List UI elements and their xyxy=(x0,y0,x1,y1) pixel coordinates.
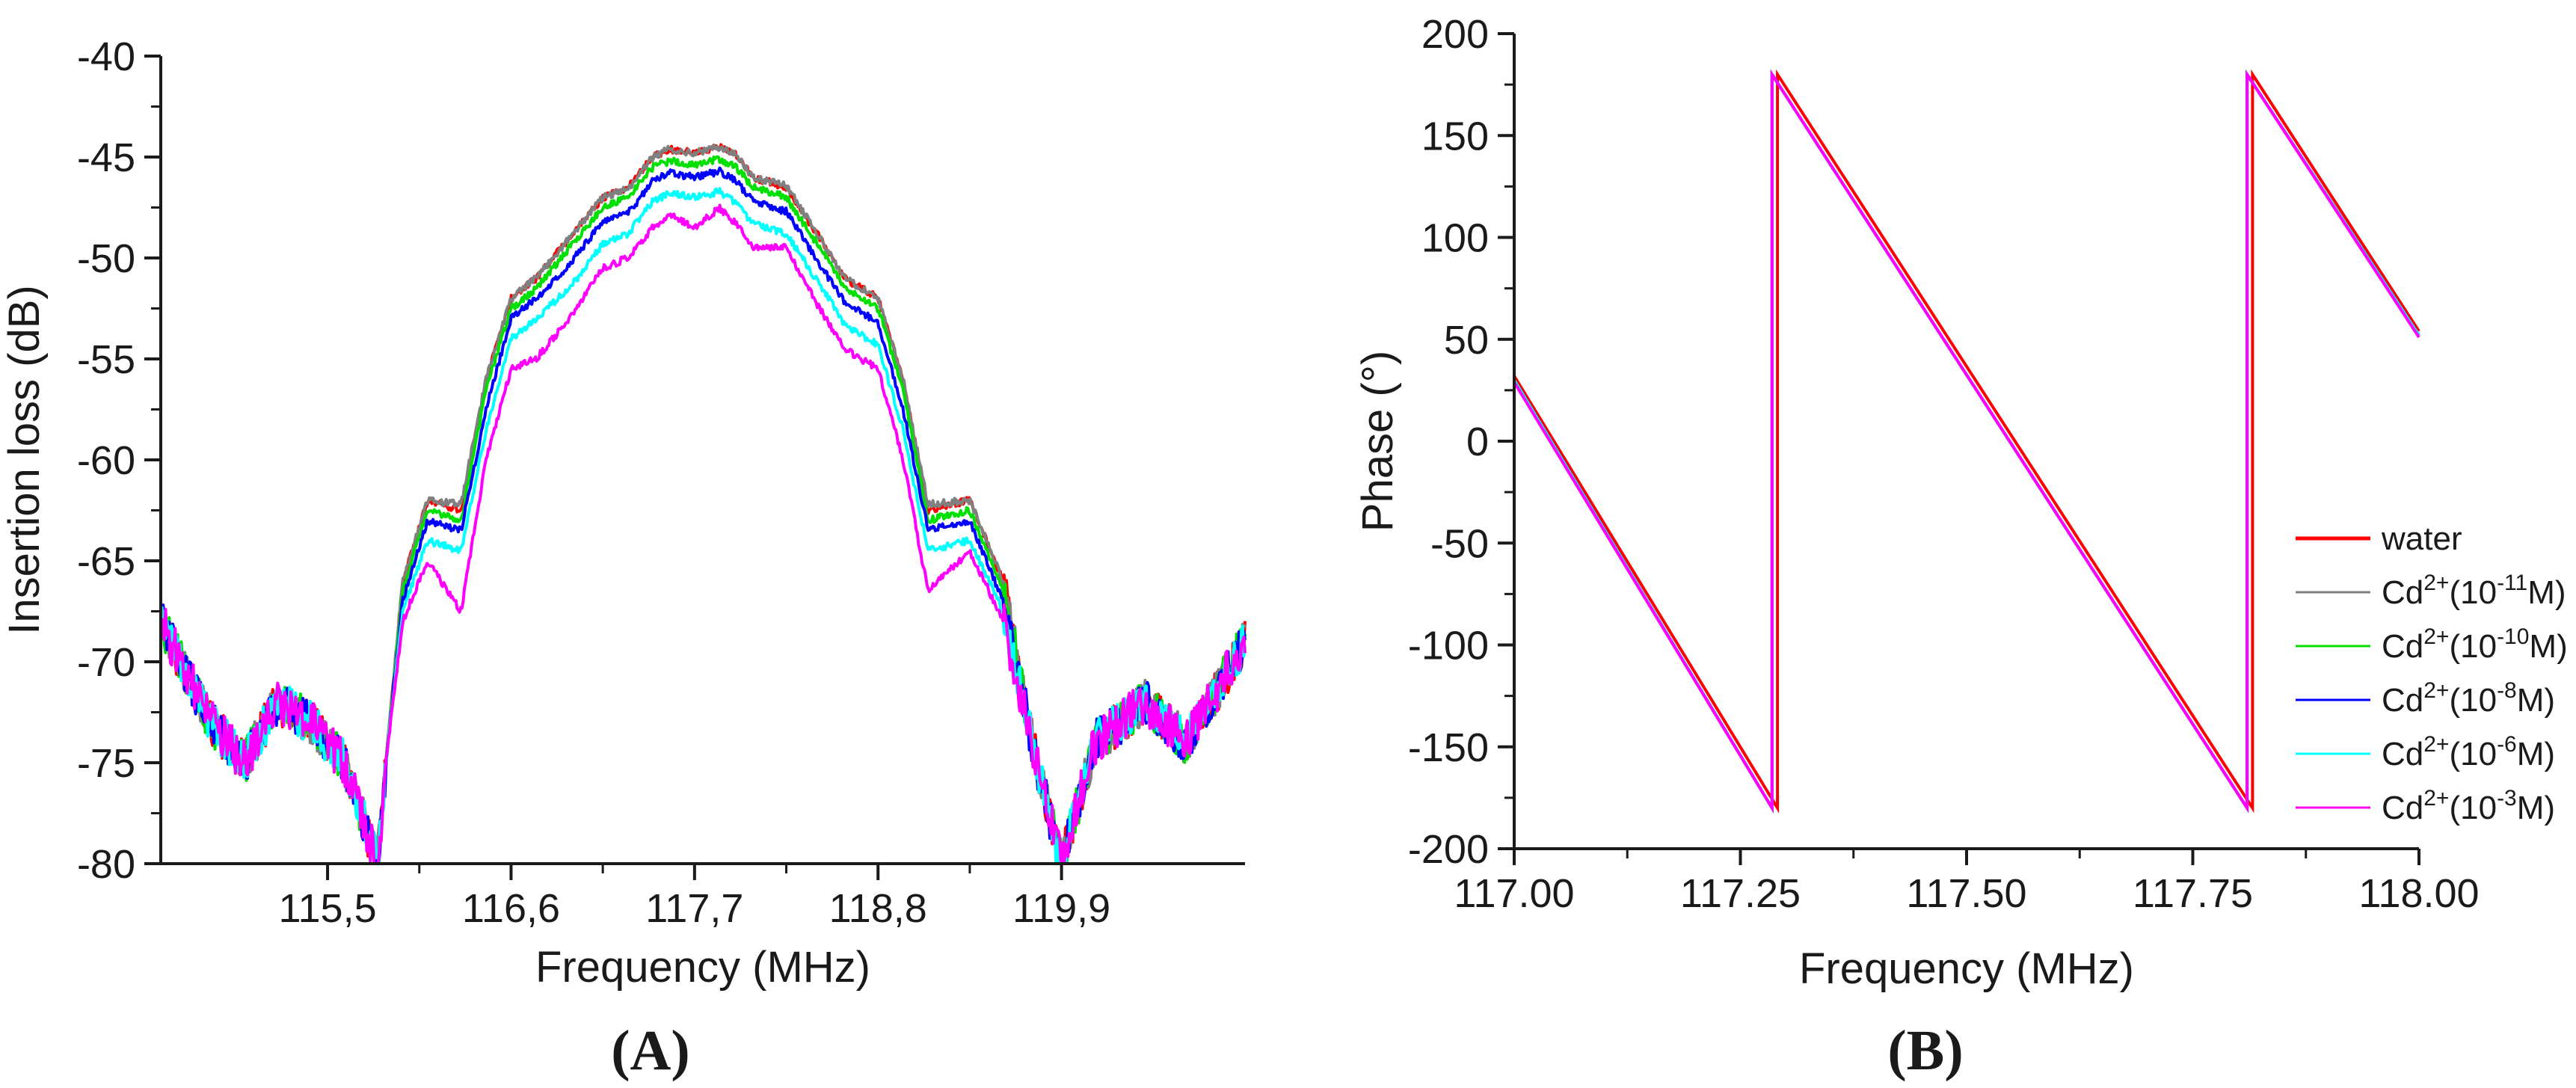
panel-b-series-line xyxy=(1513,69,2420,814)
panel-b-y-tick-label: -100 xyxy=(1408,624,1489,669)
legend-base-text: Cd xyxy=(2382,736,2423,772)
panel-b-y-tick-label: 50 xyxy=(1444,318,1489,363)
panel-a-x-tick-label: 116,6 xyxy=(462,886,560,931)
legend-entry-label: Cd2+(10-3M) xyxy=(2382,786,2555,826)
legend-entry-label: Cd2+(10-8M) xyxy=(2382,678,2555,719)
panel-b-y-tick-label: -200 xyxy=(1408,827,1489,872)
legend-unit-text: M) xyxy=(2517,790,2555,826)
panel-a-label: (A) xyxy=(611,1019,690,1082)
panel-b-y-tick-label: 100 xyxy=(1421,216,1489,261)
panel-a-series-line xyxy=(159,187,1246,865)
panel-b-x-axis-title: Frequency (MHz) xyxy=(1799,944,2134,993)
legend-entry-label: water xyxy=(2381,520,2462,557)
legend-charge-superscript: 2+ xyxy=(2423,624,2449,649)
legend-exponent-superscript: -10 xyxy=(2497,624,2529,649)
panel-a-y-tick-label: -55 xyxy=(77,337,135,382)
panel-b-y-axis-title: Phase (°) xyxy=(1353,351,1402,532)
panel-a-y-tick-label: -70 xyxy=(77,640,135,685)
legend-base-text: water xyxy=(2381,520,2462,557)
panel-b-legend: waterCd2+(10-11M)Cd2+(10-10M)Cd2+(10-8M)… xyxy=(2296,520,2568,826)
panel-a-y-tick-label: -75 xyxy=(77,741,135,786)
panel-a-y-axis-title: Insertion loss (dB) xyxy=(0,285,49,634)
legend-base-text: Cd xyxy=(2382,628,2423,665)
legend-concentration-base: (10 xyxy=(2449,736,2497,772)
panel-a-insertion-loss-chart: 115,5 116,6 117,7 118,8 119,9 -40 -45 -50 -55 -60… xyxy=(0,34,1246,1082)
panel-b-phase-chart: 117.00 117.25 117.50 117.75 118.00 200 150 100 5… xyxy=(1353,12,2568,1082)
panel-b-y-tick-label: -150 xyxy=(1408,725,1489,770)
legend-exponent-superscript: -8 xyxy=(2497,678,2517,703)
panel-b-x-tick-label: 117.75 xyxy=(2133,871,2253,916)
panel-b-series-line xyxy=(1513,69,2420,814)
legend-exponent-superscript: -3 xyxy=(2497,786,2517,811)
panel-a-x-tick-label: 115,5 xyxy=(279,886,377,931)
panel-b-series-group xyxy=(1513,69,2420,814)
panel-b-x-tick-label: 117.50 xyxy=(1906,871,2026,916)
panel-b-y-tick-label: 0 xyxy=(1466,419,1489,464)
panel-b-series-line xyxy=(1513,69,2420,814)
panel-b-label: (B) xyxy=(1887,1019,1963,1082)
panel-a-x-tick-label: 118,8 xyxy=(829,886,927,931)
legend-unit-text: M) xyxy=(2529,628,2567,665)
legend-base-text: Cd xyxy=(2382,682,2423,719)
panel-b-series-line xyxy=(1513,69,2420,814)
legend-unit-text: M) xyxy=(2527,574,2566,611)
panel-a-y-tick-label: -65 xyxy=(77,539,135,584)
panel-a-x-tick-label: 119,9 xyxy=(1012,886,1110,931)
panel-b-axes: 117.00 117.25 117.50 117.75 118.00 200 150 100 5… xyxy=(1408,12,2480,916)
panel-b-y-tick-label: 200 xyxy=(1421,12,1489,57)
legend-charge-superscript: 2+ xyxy=(2423,678,2449,703)
legend-exponent-superscript: -11 xyxy=(2497,571,2527,595)
panel-b-x-tick-label: 118.00 xyxy=(2358,871,2479,916)
panel-a-x-tick-label: 117,7 xyxy=(645,886,743,931)
legend-charge-superscript: 2+ xyxy=(2423,571,2449,595)
panel-b-series-line xyxy=(1513,69,2420,814)
legend-entry-label: Cd2+(10-11M) xyxy=(2382,571,2566,611)
legend-entry-label: Cd2+(10-6M) xyxy=(2382,732,2555,772)
panel-a-y-tick-label: -40 xyxy=(77,34,135,79)
legend-exponent-superscript: -6 xyxy=(2497,732,2517,757)
panel-b-x-tick-label: 117.25 xyxy=(1680,871,1801,916)
legend-base-text: Cd xyxy=(2382,574,2423,611)
panel-a-axes: 115,5 116,6 117,7 118,8 119,9 -40 -45 -50 -55 -60… xyxy=(77,34,1245,931)
panel-a-y-tick-label: -45 xyxy=(77,135,135,180)
legend-base-text: Cd xyxy=(2382,790,2423,826)
panel-a-y-tick-label: -50 xyxy=(77,236,135,281)
panel-a-y-tick-label: -60 xyxy=(77,438,135,483)
legend-entry-label: Cd2+(10-10M) xyxy=(2382,624,2568,665)
panel-a-x-axis-title: Frequency (MHz) xyxy=(535,943,870,992)
panel-a-series-group xyxy=(159,143,1246,865)
legend-concentration-base: (10 xyxy=(2449,682,2497,719)
legend-charge-superscript: 2+ xyxy=(2423,732,2449,757)
legend-charge-superscript: 2+ xyxy=(2423,786,2449,811)
panel-b-y-tick-label: -50 xyxy=(1430,521,1489,566)
panel-b-y-tick-label: 150 xyxy=(1421,114,1489,159)
panel-b-x-tick-label: 117.00 xyxy=(1454,871,1574,916)
panel-b-series-line xyxy=(1513,69,2420,814)
legend-unit-text: M) xyxy=(2517,682,2555,719)
legend-concentration-base: (10 xyxy=(2449,790,2497,826)
panel-a-y-tick-label: -80 xyxy=(77,842,135,887)
panel-a-series-line xyxy=(159,203,1246,865)
legend-unit-text: M) xyxy=(2517,736,2555,772)
legend-concentration-base: (10 xyxy=(2449,574,2497,611)
legend-concentration-base: (10 xyxy=(2449,628,2497,665)
